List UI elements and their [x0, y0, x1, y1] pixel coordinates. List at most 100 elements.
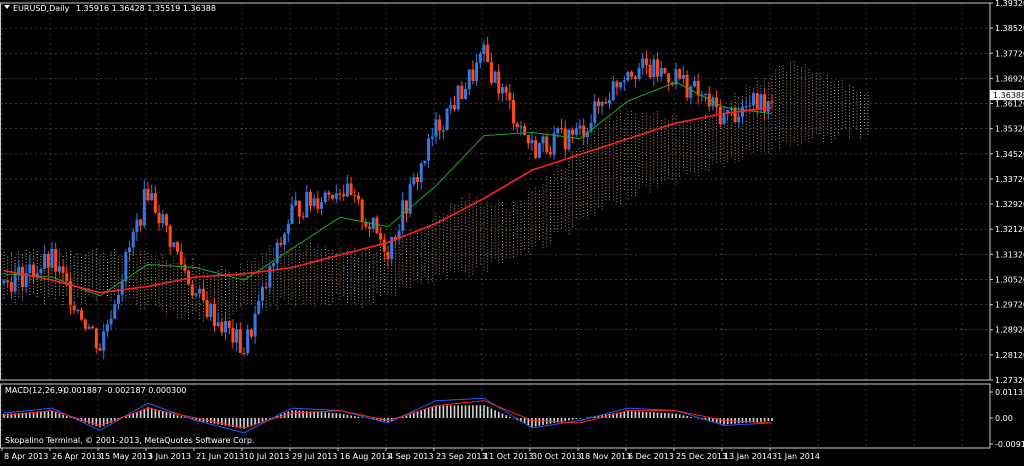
candle-body [512, 100, 516, 124]
candle-body [205, 300, 209, 318]
candle-body [360, 199, 364, 222]
price-axis-label: 1.38520 [995, 24, 1024, 33]
chart-title-triangle-icon [4, 5, 10, 9]
candle-body [80, 309, 84, 320]
current-price-label: 1.36388 [993, 91, 1024, 100]
candle-body [630, 71, 634, 77]
time-axis-label: 18 Nov 2013 [580, 452, 631, 461]
candle-body [733, 107, 737, 123]
candle-body [142, 189, 146, 226]
macd-axis-label: -0.00917 [995, 440, 1024, 449]
candle-body [548, 152, 552, 155]
chart-title: EURUSD,Daily [13, 4, 70, 13]
candle-body [752, 93, 756, 106]
candle-body [464, 88, 468, 100]
candle-body [486, 44, 490, 62]
candle-body [537, 143, 541, 158]
chart-header: EURUSD,Daily 1.35916 1.36428 1.35519 1.3… [4, 4, 216, 13]
candle-body [17, 266, 21, 274]
time-axis-label: 4 Sep 2013 [388, 452, 434, 461]
candle-body [737, 116, 741, 123]
candle-body [534, 140, 538, 158]
candle-body [87, 326, 91, 329]
candle-body [718, 106, 722, 125]
price-axis-label: 1.30520 [995, 275, 1024, 284]
candle-body [585, 131, 589, 138]
candle-body [371, 217, 375, 229]
candle-body [257, 300, 261, 314]
macd-axis-label: 0.01135 [995, 388, 1024, 397]
candle-body [50, 249, 54, 268]
candle-body [327, 192, 331, 195]
candle-body [368, 226, 372, 229]
candle-body [120, 281, 124, 296]
candle-body [689, 86, 693, 98]
candle-body [656, 59, 660, 77]
candle-body [9, 282, 13, 292]
candle-body [24, 272, 28, 287]
candle-body [419, 163, 423, 183]
candle-body [393, 236, 397, 240]
time-axis-label: 11 Oct 2013 [484, 452, 533, 461]
macd-label: MACD(12,26,9) [5, 386, 66, 395]
macd-signal-line [3, 400, 773, 429]
candle-body [770, 101, 774, 103]
candle-body [604, 101, 608, 104]
candle-body [545, 136, 549, 153]
candle-body [268, 266, 272, 288]
candle-body [2, 280, 6, 284]
candle-body [412, 177, 416, 185]
time-axis-label: 30 Oct 2013 [532, 452, 581, 461]
candle-body [227, 321, 231, 328]
candle-body [475, 62, 479, 82]
candle-body [556, 128, 560, 134]
price-axis-label: 1.36920 [995, 74, 1024, 83]
moving-averages [3, 81, 773, 297]
time-axis-label: 16 Aug 2013 [340, 452, 391, 461]
candle-body [349, 183, 353, 196]
candle-body [150, 193, 154, 201]
candle-body [563, 128, 567, 150]
candle-body [128, 247, 132, 253]
candle-body [124, 252, 128, 282]
candle-body [685, 74, 689, 98]
candle-body [209, 304, 213, 318]
candle-body [334, 193, 338, 199]
candle-body [482, 44, 486, 54]
candle-body [286, 223, 290, 234]
candle-body [235, 329, 239, 343]
ma-slow-line [3, 106, 773, 294]
candle-body [231, 327, 235, 343]
candle-body [560, 128, 564, 130]
candle-body [168, 225, 172, 247]
candle-body [663, 67, 667, 74]
candle-body [54, 249, 58, 272]
candle-body [272, 263, 276, 267]
candle-body [260, 287, 264, 301]
candle-body [408, 184, 412, 214]
candle-body [508, 92, 512, 101]
candle-body [190, 284, 194, 296]
candle-body [766, 101, 770, 112]
candle-body [404, 200, 408, 214]
time-axis-label: 23 Sep 2013 [436, 452, 487, 461]
candle-body [552, 133, 556, 155]
candle-body [238, 329, 242, 354]
candle-body [748, 105, 752, 107]
candle-body [541, 136, 545, 144]
time-axis-label: 29 Jul 2013 [292, 452, 337, 461]
candle-body [692, 80, 696, 87]
candle-body [39, 269, 43, 274]
candles [2, 36, 774, 360]
candle-body [176, 242, 180, 252]
price-axis-label: 1.31320 [995, 250, 1024, 259]
candle-body [353, 195, 357, 197]
candle-body [667, 73, 671, 83]
candle-body [467, 69, 471, 89]
candle-body [611, 81, 615, 101]
macd-values: -0.001887 -0.002187 0.000300 [61, 386, 186, 395]
candle-body [523, 126, 527, 136]
